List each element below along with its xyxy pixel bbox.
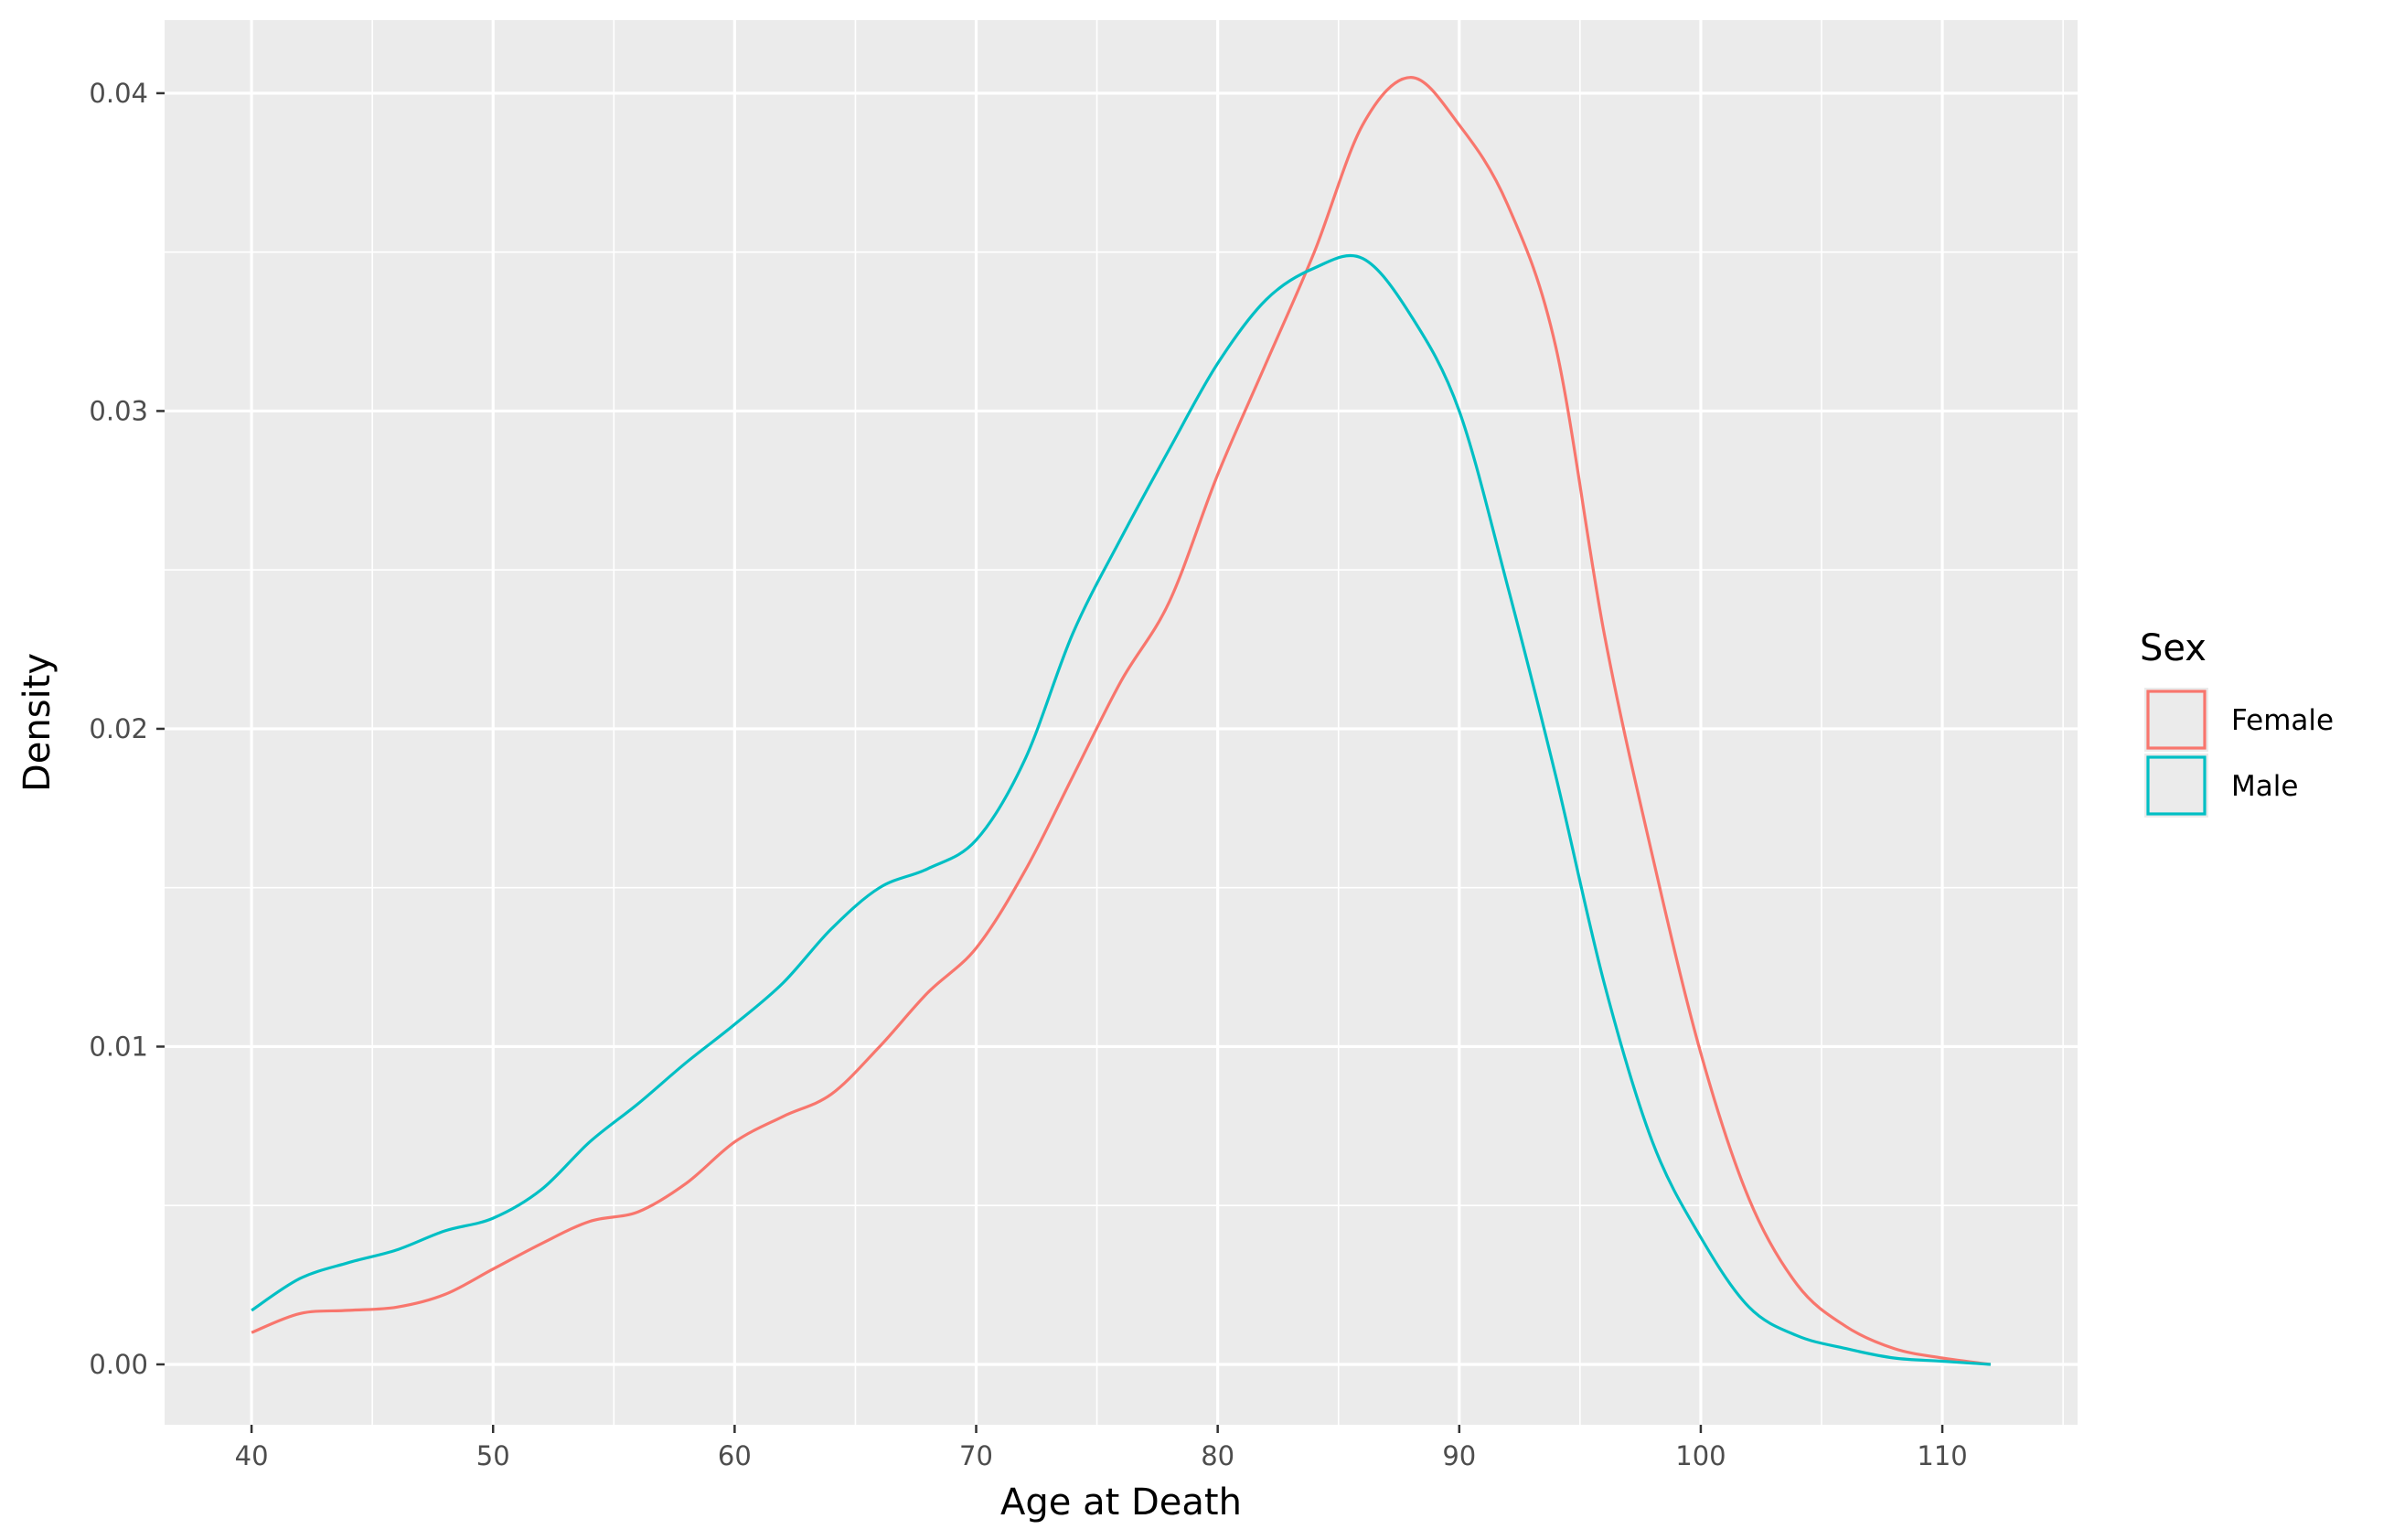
y-tick-label: 0.03 xyxy=(89,395,148,426)
x-tick-label: 40 xyxy=(235,1440,269,1471)
plot-panel xyxy=(165,20,2078,1425)
x-tick-label: 110 xyxy=(1917,1440,1967,1471)
legend-key-male xyxy=(2146,755,2207,816)
x-tick-label: 80 xyxy=(1201,1440,1234,1471)
x-tick-label: 100 xyxy=(1675,1440,1726,1471)
x-axis-title: Age at Death xyxy=(1000,1481,1242,1524)
series-line-male xyxy=(251,253,1992,1366)
legend-key-female xyxy=(2146,690,2207,750)
x-tick-label: 60 xyxy=(718,1440,752,1471)
x-tick-label: 50 xyxy=(476,1440,510,1471)
legend: Sex Female Male xyxy=(2140,627,2334,818)
minor-gridlines xyxy=(165,20,2078,1425)
y-tick-label: 0.02 xyxy=(89,713,148,744)
major-gridlines xyxy=(165,20,2078,1425)
y-tick-label: 0.00 xyxy=(89,1349,148,1380)
x-tick-label: 90 xyxy=(1442,1440,1476,1471)
x-tick-label: 70 xyxy=(959,1440,993,1471)
y-axis-title: Density xyxy=(16,653,59,792)
y-tick-label: 0.04 xyxy=(89,78,148,109)
axes: 40 50 60 70 80 90 100 110 0.00 0.01 0.02 0.03 0.04 xyxy=(89,78,1967,1471)
legend-label-female: Female xyxy=(2231,704,2334,737)
legend-key-bg xyxy=(2144,754,2208,818)
legend-label-male: Male xyxy=(2231,770,2298,803)
legend-key-bg xyxy=(2144,688,2208,752)
series-lines xyxy=(251,76,1992,1366)
y-tick-label: 0.01 xyxy=(89,1031,148,1062)
series-line-female xyxy=(251,76,1992,1366)
legend-title: Sex xyxy=(2140,627,2207,669)
